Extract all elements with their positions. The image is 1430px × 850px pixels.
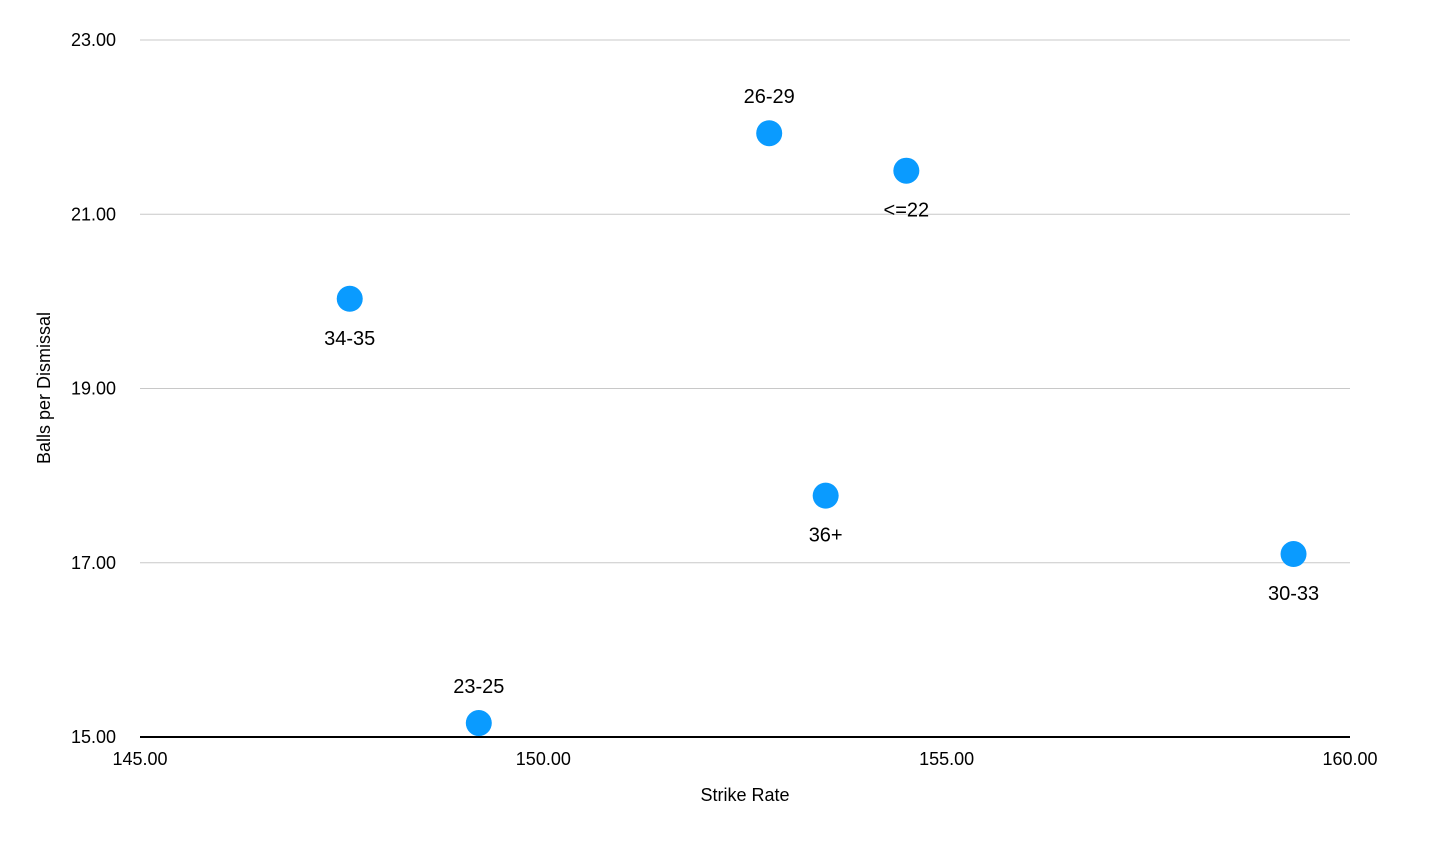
data-point bbox=[336, 285, 363, 312]
axes: 15.00 17.00 19.00 21.00 23.00 145.00 150.00 155… bbox=[71, 30, 1378, 769]
data-label: 26-29 bbox=[744, 86, 795, 108]
data-label: 36+ bbox=[809, 525, 843, 547]
data-point bbox=[465, 710, 492, 737]
y-tick-label: 15.00 bbox=[71, 727, 116, 747]
x-tick-label: 155.00 bbox=[919, 749, 974, 769]
data-label: 34-35 bbox=[324, 328, 375, 350]
y-tick-label: 21.00 bbox=[71, 204, 116, 224]
data-points bbox=[336, 120, 1307, 737]
x-tick-label: 150.00 bbox=[516, 749, 571, 769]
y-tick-label: 23.00 bbox=[71, 30, 116, 50]
data-point bbox=[812, 482, 839, 509]
y-axis-title: Balls per Dismissal bbox=[34, 312, 54, 464]
data-label: 30-33 bbox=[1268, 583, 1319, 605]
data-label: 23-25 bbox=[453, 676, 504, 698]
x-axis-title: Strike Rate bbox=[700, 785, 789, 805]
y-tick-label: 17.00 bbox=[71, 553, 116, 573]
y-tick-label: 19.00 bbox=[71, 379, 116, 399]
data-point bbox=[893, 157, 920, 184]
x-tick-label: 160.00 bbox=[1322, 749, 1377, 769]
data-label: <=22 bbox=[884, 200, 930, 222]
data-point bbox=[756, 120, 783, 147]
x-tick-label: 145.00 bbox=[112, 749, 167, 769]
data-labels: 26-29 <=22 34-35 36+ 30-33 23-25 bbox=[324, 86, 1319, 698]
gridlines bbox=[140, 39, 1350, 564]
data-point bbox=[1280, 541, 1307, 568]
